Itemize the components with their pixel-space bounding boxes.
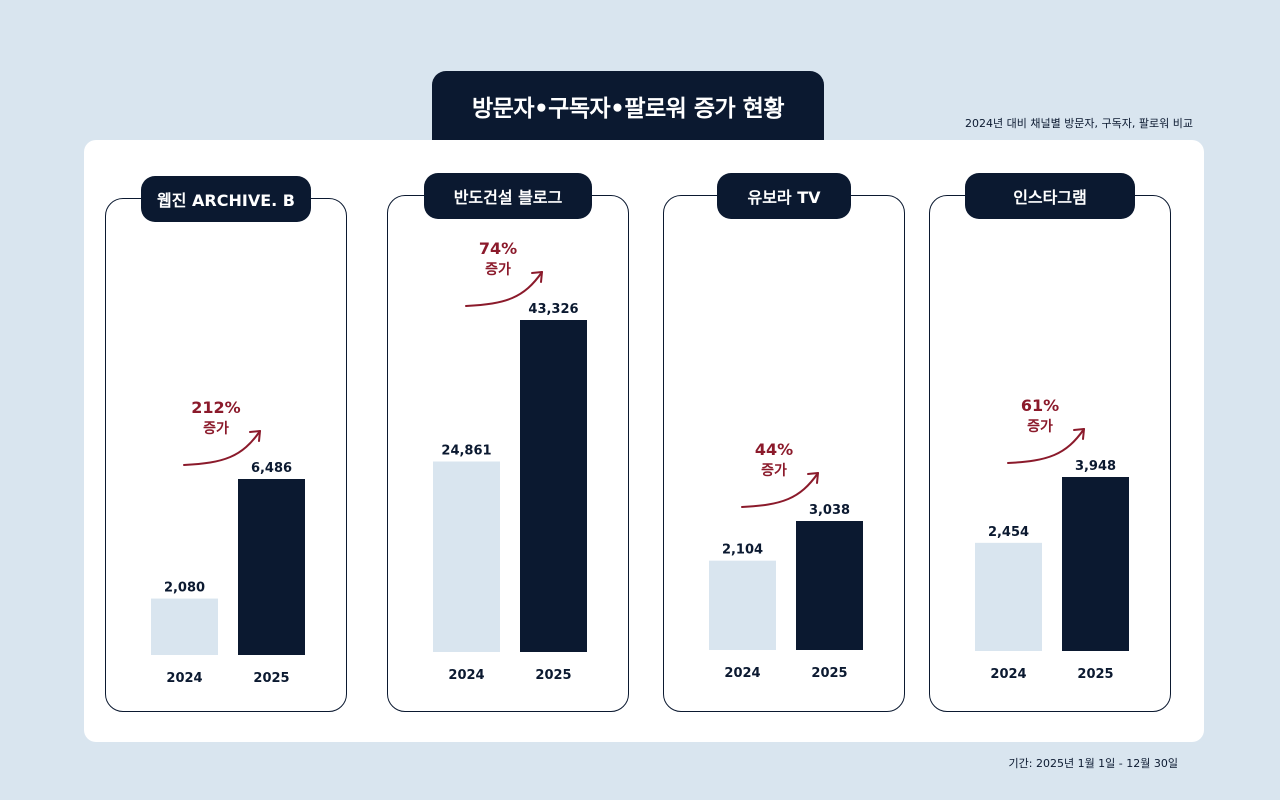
growth-word: 증가 xyxy=(485,262,511,278)
growth-word: 증가 xyxy=(1027,419,1053,435)
growth-word: 증가 xyxy=(203,421,229,437)
bar-2024 xyxy=(975,542,1042,651)
category-label: 2024 xyxy=(990,667,1026,682)
category-label: 2025 xyxy=(253,671,289,686)
category-label: 2025 xyxy=(535,668,571,683)
growth-word: 증가 xyxy=(761,463,787,479)
period-note: 기간: 2025년 1월 1일 - 12월 30일 xyxy=(1008,757,1178,770)
chart-board: 웹진 ARCHIVE. B 2,080 2024 6,486 2025 212% 증가 반… xyxy=(84,140,1204,742)
bar-2024 xyxy=(433,461,500,652)
chart-panel-webzine: 웹진 ARCHIVE. B 2,080 2024 6,486 2025 212% 증가 xyxy=(105,176,347,712)
category-label: 2024 xyxy=(724,666,760,681)
data-label: 6,486 xyxy=(251,461,292,476)
panel-title: 웹진 ARCHIVE. B xyxy=(141,176,311,222)
data-label: 2,080 xyxy=(164,581,205,596)
category-label: 2025 xyxy=(811,666,847,681)
growth-arrowhead xyxy=(531,271,543,283)
growth-arrow xyxy=(741,472,819,508)
panel-title: 반도건설 블로그 xyxy=(424,173,592,219)
growth-percent: 212% xyxy=(191,398,240,417)
category-label: 2025 xyxy=(1077,667,1113,682)
category-label: 2024 xyxy=(166,671,202,686)
data-label: 24,861 xyxy=(441,443,491,458)
panel-title: 인스타그램 xyxy=(965,173,1135,219)
category-label: 2024 xyxy=(448,668,484,683)
bar-2024 xyxy=(151,598,218,655)
page-subtitle: 2024년 대비 채널별 방문자, 구독자, 팔로워 비교 xyxy=(964,117,1193,130)
page-title: 방문자•구독자•팔로워 증가 현황 xyxy=(432,71,824,141)
chart-panel-blog: 반도건설 블로그 24,861 2024 43,326 2025 74% 증가 xyxy=(387,173,629,712)
bar-2025 xyxy=(520,320,587,652)
bar-2025 xyxy=(238,479,305,655)
growth-percent: 61% xyxy=(1021,396,1059,415)
data-label: 2,104 xyxy=(722,543,763,558)
growth-percent: 74% xyxy=(479,239,517,258)
growth-arrowhead xyxy=(1073,428,1085,440)
chart-svg: 2,454 2024 3,948 2025 61% 증가 xyxy=(975,396,1129,682)
data-label: 3,948 xyxy=(1075,459,1116,474)
data-label: 2,454 xyxy=(988,525,1029,540)
panel-title: 유보라 TV xyxy=(717,173,851,219)
chart-svg: 24,861 2024 43,326 2025 74% 증가 xyxy=(433,239,587,683)
chart-panel-youtube: 유보라 TV 2,104 2024 3,038 2025 44% 증가 xyxy=(663,173,905,712)
chart-svg: 2,080 2024 6,486 2025 212% 증가 xyxy=(151,398,305,686)
data-label: 3,038 xyxy=(809,503,850,518)
chart-panel-instagram: 인스타그램 2,454 2024 3,948 2025 61% 증가 xyxy=(929,173,1171,712)
growth-arrow xyxy=(465,271,543,307)
growth-arrow xyxy=(183,430,261,466)
growth-percent: 44% xyxy=(755,440,793,459)
growth-arrowhead xyxy=(249,430,261,442)
bar-2024 xyxy=(709,560,776,650)
chart-svg: 2,104 2024 3,038 2025 44% 증가 xyxy=(709,440,863,681)
bar-2025 xyxy=(1062,477,1129,651)
bar-2025 xyxy=(796,521,863,650)
growth-arrow xyxy=(1007,428,1085,464)
growth-arrowhead xyxy=(807,472,819,484)
data-label: 43,326 xyxy=(528,302,578,317)
